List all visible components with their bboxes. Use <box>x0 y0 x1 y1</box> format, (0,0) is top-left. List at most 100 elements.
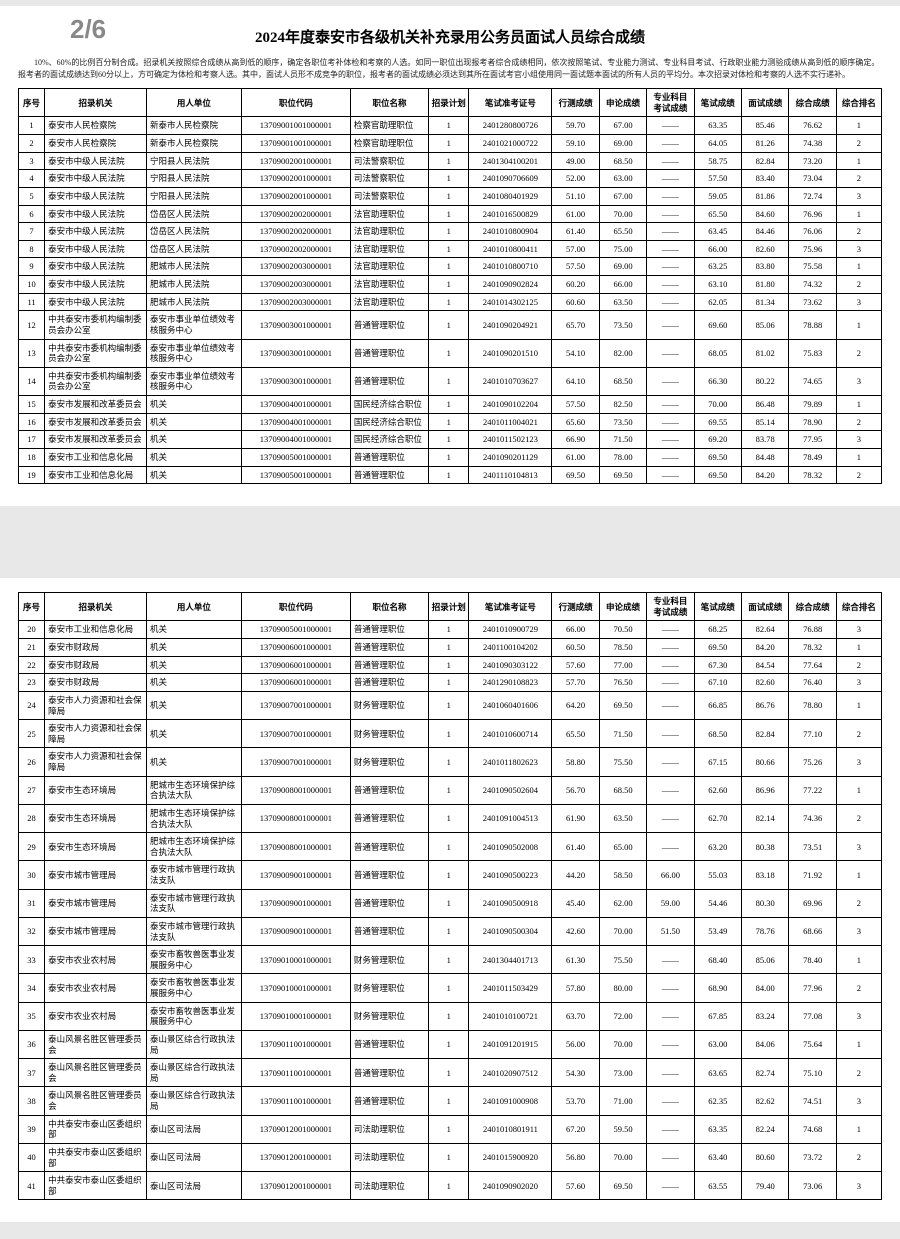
cell: 83.78 <box>742 431 789 449</box>
cell: 57.80 <box>552 974 599 1002</box>
cell: 84.48 <box>742 448 789 466</box>
cell: 2401090204921 <box>469 311 552 339</box>
cell: 泰山区司法局 <box>147 1172 242 1200</box>
cell: 1 <box>836 1030 881 1058</box>
cell: 1 <box>429 117 469 135</box>
cell: 普通管理职位 <box>350 367 428 395</box>
cell: 泰安市财政局 <box>45 674 147 692</box>
cell: 5 <box>19 187 45 205</box>
cell: 法官助理职位 <box>350 293 428 311</box>
cell: 13709002003000001 <box>241 276 350 294</box>
cell: 65.00 <box>599 833 646 861</box>
cell: 74.38 <box>789 135 836 153</box>
cell: 司法警察职位 <box>350 187 428 205</box>
cell: 2 <box>836 1059 881 1087</box>
cell: 司法警察职位 <box>350 152 428 170</box>
col-header: 申论成绩 <box>599 89 646 117</box>
cell: 7 <box>19 223 45 241</box>
cell: 63.65 <box>694 1059 741 1087</box>
cell: 77.10 <box>789 720 836 748</box>
cell: 2401090500918 <box>469 889 552 917</box>
cell: 法官助理职位 <box>350 276 428 294</box>
results-table-1: 序号招录机关用人单位职位代码职位名称招录计划笔试准考证号行测成绩申论成绩专业科目… <box>18 88 882 484</box>
cell: 13709010001000001 <box>241 1002 350 1030</box>
cell: 73.06 <box>789 1172 836 1200</box>
cell: 71.00 <box>599 1087 646 1115</box>
cell: 2401020907512 <box>469 1059 552 1087</box>
cell: —— <box>647 833 694 861</box>
cell: 机关 <box>147 748 242 776</box>
cell: 泰山景区综合行政执法局 <box>147 1059 242 1087</box>
cell: 66.90 <box>552 431 599 449</box>
cell: 国民经济综合职位 <box>350 431 428 449</box>
cell: 1 <box>836 311 881 339</box>
cell: 27 <box>19 776 45 804</box>
cell: 74.51 <box>789 1087 836 1115</box>
cell: 69.50 <box>552 466 599 484</box>
cell: 9 <box>19 258 45 276</box>
cell: 国民经济综合职位 <box>350 413 428 431</box>
cell: 1 <box>429 748 469 776</box>
cell: 61.00 <box>552 448 599 466</box>
cell: 69.50 <box>599 691 646 719</box>
cell: 普通管理职位 <box>350 639 428 657</box>
cell: 肥城市人民法院 <box>147 258 242 276</box>
cell: 2 <box>836 276 881 294</box>
cell: 法官助理职位 <box>350 258 428 276</box>
cell: 83.40 <box>742 170 789 188</box>
cell: 13709005001000001 <box>241 466 350 484</box>
cell: 机关 <box>147 691 242 719</box>
table-row: 40中共泰安市泰山区委组织部泰山区司法局13709012001000001司法助… <box>19 1143 882 1171</box>
table-row: 39中共泰安市泰山区委组织部泰山区司法局13709012001000001司法助… <box>19 1115 882 1143</box>
table-row: 7泰安市中级人民法院岱岳区人民法院13709002002000001法官助理职位… <box>19 223 882 241</box>
cell: 80.30 <box>742 889 789 917</box>
cell: 1 <box>429 339 469 367</box>
cell: 13709010001000001 <box>241 974 350 1002</box>
cell: 66.00 <box>552 621 599 639</box>
table-row: 17泰安市发展和改革委员会机关13709004001000001国民经济综合职位… <box>19 431 882 449</box>
cell: 2401090502604 <box>469 776 552 804</box>
cell: 泰安市畜牧兽医事业发展服务中心 <box>147 974 242 1002</box>
col-header: 序号 <box>19 89 45 117</box>
cell: 83.80 <box>742 258 789 276</box>
cell: 2401015900920 <box>469 1143 552 1171</box>
cell: 76.50 <box>599 674 646 692</box>
cell: 84.00 <box>742 974 789 1002</box>
cell: 82.24 <box>742 1115 789 1143</box>
cell: —— <box>647 656 694 674</box>
cell: 59.10 <box>552 135 599 153</box>
cell: 78.80 <box>789 691 836 719</box>
cell: 61.40 <box>552 223 599 241</box>
cell: 67.15 <box>694 748 741 776</box>
cell: 42.60 <box>552 917 599 945</box>
cell: 机关 <box>147 413 242 431</box>
cell: 83.18 <box>742 861 789 889</box>
cell: —— <box>647 691 694 719</box>
cell: 泰安市农业农村局 <box>45 1002 147 1030</box>
cell: 82.00 <box>599 339 646 367</box>
cell: 84.20 <box>742 466 789 484</box>
cell: 61.40 <box>552 833 599 861</box>
cell: 68.50 <box>599 152 646 170</box>
cell: 78.32 <box>789 639 836 657</box>
cell: 普通管理职位 <box>350 1087 428 1115</box>
cell: 2401091004513 <box>469 804 552 832</box>
cell: 57.50 <box>694 170 741 188</box>
cell: 2 <box>836 413 881 431</box>
cell: 2401110104813 <box>469 466 552 484</box>
cell: 肥城市人民法院 <box>147 276 242 294</box>
table-row: 9泰安市中级人民法院肥城市人民法院13709002003000001法官助理职位… <box>19 258 882 276</box>
cell: 1 <box>429 367 469 395</box>
cell: 机关 <box>147 639 242 657</box>
col-header: 笔试准考证号 <box>469 593 552 621</box>
cell: 77.64 <box>789 656 836 674</box>
cell: 68.50 <box>599 367 646 395</box>
table-row: 4泰安市中级人民法院宁阳县人民法院13709002001000001司法警察职位… <box>19 170 882 188</box>
cell: 78.49 <box>789 448 836 466</box>
cell: 51.10 <box>552 187 599 205</box>
cell: 检察官助理职位 <box>350 117 428 135</box>
cell: 1 <box>429 776 469 804</box>
table-row: 38泰山风景名胜区管理委员会泰山景区综合行政执法局137090110010000… <box>19 1087 882 1115</box>
cell: 2 <box>836 720 881 748</box>
cell: 2401290108823 <box>469 674 552 692</box>
